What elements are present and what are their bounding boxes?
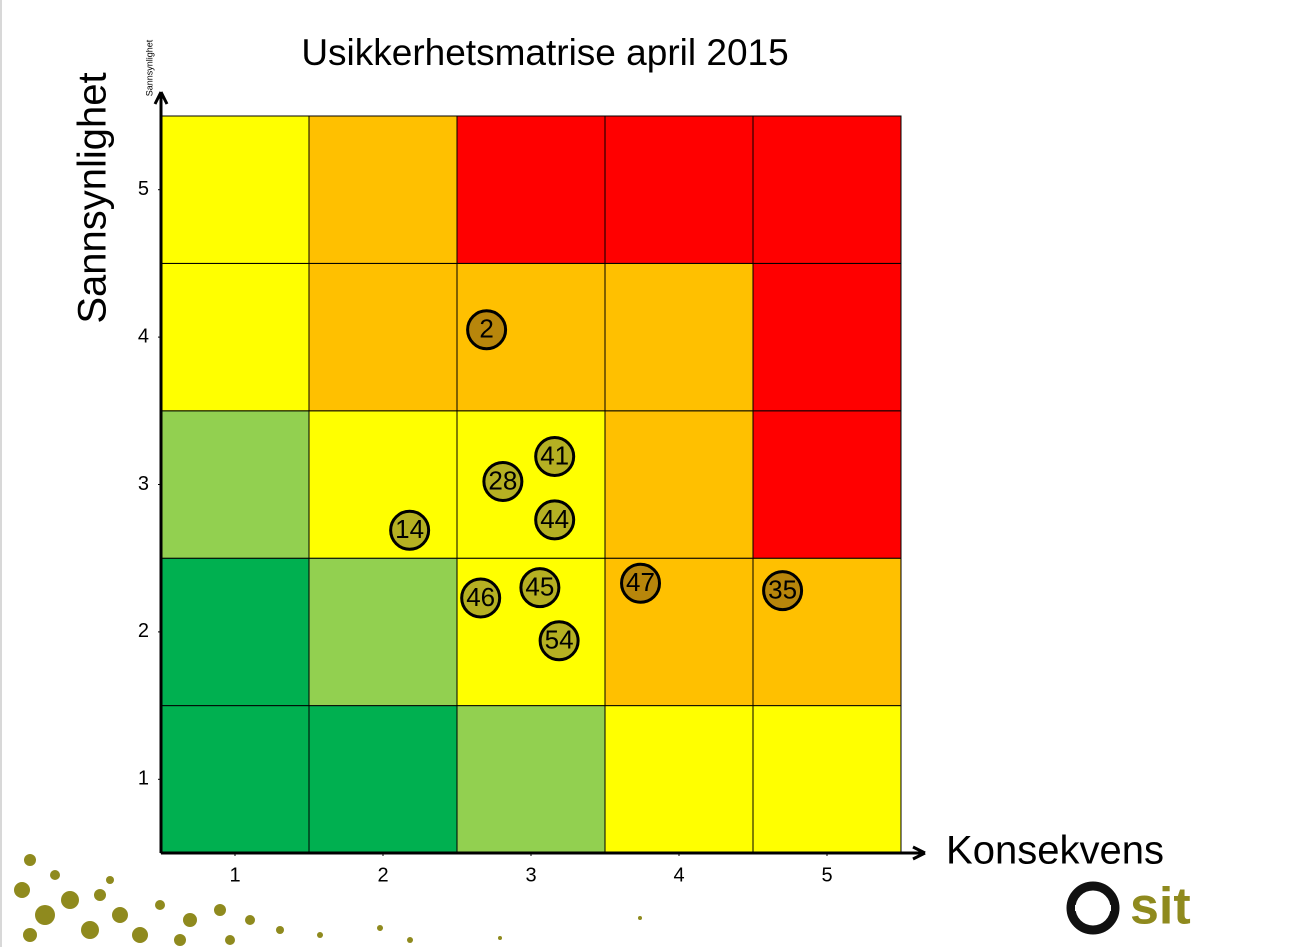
matrix-cell <box>160 557 310 707</box>
risk-point <box>389 509 431 551</box>
x-tick-label: 1 <box>229 864 240 886</box>
matrix-cell <box>604 410 754 559</box>
decoration <box>14 854 642 946</box>
risk-point-label: 2 <box>479 314 493 344</box>
matrix-cell <box>752 410 902 559</box>
risk-point <box>620 562 662 604</box>
risk-point-label: 46 <box>466 582 495 612</box>
risk-point <box>534 499 576 541</box>
x-tick-label: 3 <box>525 864 536 886</box>
risk-point <box>762 570 804 612</box>
risk-point <box>519 567 561 609</box>
logo-mark <box>1066 881 1120 935</box>
matrix-cell <box>160 262 310 412</box>
risk-point-label: 44 <box>540 504 569 534</box>
x-axis-arrow <box>912 845 926 861</box>
x-tick-label: 4 <box>673 864 684 886</box>
matrix-cell <box>604 705 754 854</box>
x-axis-label: Konsekvens <box>946 829 1164 873</box>
y-axis-label: Sannsynlighet <box>71 72 115 323</box>
matrix-cell <box>160 115 310 264</box>
matrix-cell <box>752 705 902 854</box>
matrix-cell <box>604 115 754 264</box>
risk-point <box>538 620 580 662</box>
risk-point-label: 35 <box>768 575 797 605</box>
matrix-cell <box>604 262 754 412</box>
risk-point <box>466 309 508 351</box>
y-tick-label: 1 <box>138 768 149 790</box>
risk-point-label: 45 <box>525 572 554 602</box>
y-tick-label: 3 <box>138 473 149 495</box>
matrix-cell <box>456 410 606 559</box>
y-axis-label-small: Sannsynlighet <box>144 39 154 96</box>
matrix-cell <box>456 115 606 264</box>
risk-point-label: 28 <box>488 465 517 495</box>
x-tick-label: 5 <box>821 864 832 886</box>
matrix-cell <box>308 557 458 707</box>
x-tick-label: 2 <box>377 864 388 886</box>
matrix-cell <box>160 410 310 559</box>
logo-text: sit <box>1130 878 1191 936</box>
risk-point-label: 47 <box>626 567 655 597</box>
risk-point-label: 54 <box>545 625 574 655</box>
risk-point <box>534 435 576 477</box>
y-axis-arrow <box>153 91 169 105</box>
risk-point-label: 14 <box>395 514 424 544</box>
y-tick-label: 2 <box>138 620 149 642</box>
matrix-cell <box>456 705 606 854</box>
chart-title: Usikkerhetsmatrise april 2015 <box>301 32 788 73</box>
matrix-cell <box>308 410 458 559</box>
risk-point-label: 41 <box>540 440 569 470</box>
y-tick-label: 5 <box>138 178 149 200</box>
y-tick-label: 4 <box>138 325 149 347</box>
matrix-cell <box>752 262 902 412</box>
matrix-cell <box>308 115 458 264</box>
matrix-cell <box>752 115 902 264</box>
risk-point <box>482 461 524 503</box>
risk-point <box>460 577 502 619</box>
matrix-cell <box>308 262 458 412</box>
matrix-cell <box>308 705 458 854</box>
logo: sit <box>1066 878 1191 936</box>
matrix-cell <box>160 705 310 854</box>
